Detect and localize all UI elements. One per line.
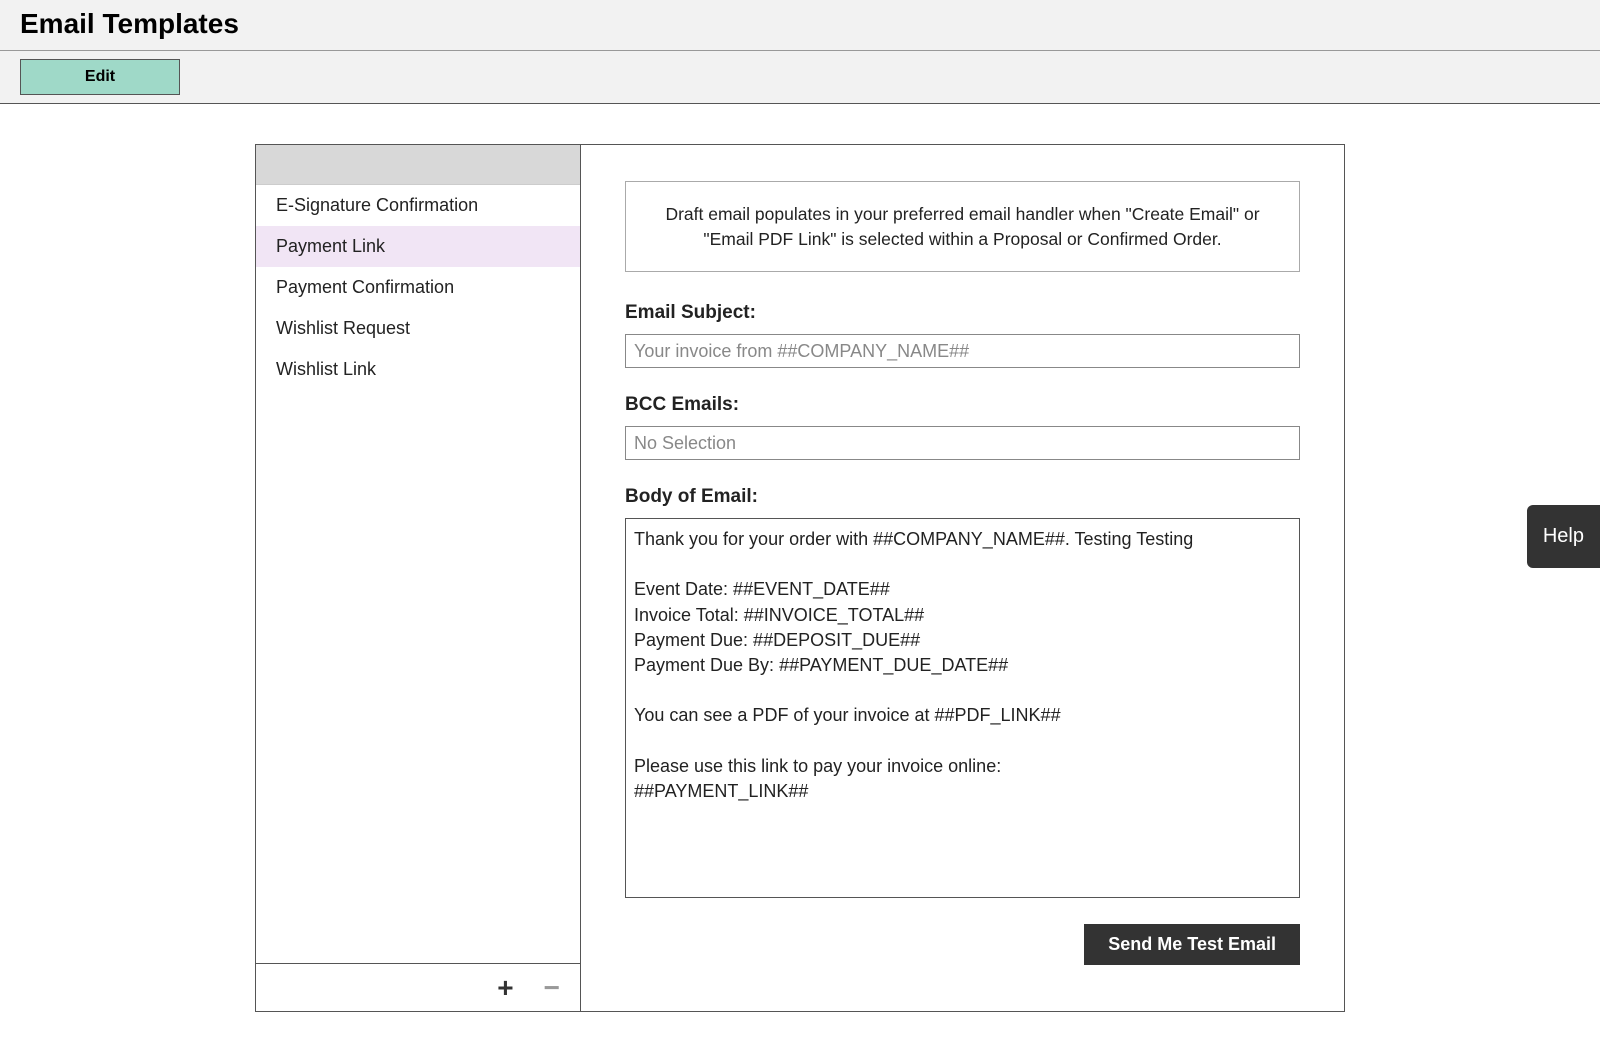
- main-area: E-Signature ConfirmationPayment LinkPaym…: [0, 104, 1600, 1012]
- send-row: Send Me Test Email: [625, 924, 1300, 965]
- subject-input[interactable]: [625, 334, 1300, 368]
- sidebar-footer: + −: [256, 963, 580, 1011]
- body-label: Body of Email:: [625, 486, 1300, 508]
- sidebar-item[interactable]: Wishlist Link: [256, 349, 580, 390]
- page-title: Email Templates: [20, 8, 1580, 40]
- edit-button[interactable]: Edit: [20, 59, 180, 95]
- sidebar-list: E-Signature ConfirmationPayment LinkPaym…: [256, 185, 580, 963]
- header: Email Templates: [0, 0, 1600, 51]
- info-box: Draft email populates in your preferred …: [625, 181, 1300, 272]
- sidebar-item[interactable]: Payment Confirmation: [256, 267, 580, 308]
- body-textarea[interactable]: [625, 518, 1300, 898]
- sidebar-item[interactable]: Payment Link: [256, 226, 580, 267]
- template-sidebar: E-Signature ConfirmationPayment LinkPaym…: [256, 145, 581, 1011]
- remove-template-icon[interactable]: −: [544, 974, 560, 1002]
- sidebar-header: [256, 145, 580, 185]
- form-content: Draft email populates in your preferred …: [581, 145, 1344, 1011]
- bcc-label: BCC Emails:: [625, 394, 1300, 416]
- send-test-button[interactable]: Send Me Test Email: [1084, 924, 1300, 965]
- subject-label: Email Subject:: [625, 302, 1300, 324]
- help-tab[interactable]: Help: [1527, 505, 1600, 568]
- sidebar-item[interactable]: Wishlist Request: [256, 308, 580, 349]
- sidebar-item[interactable]: E-Signature Confirmation: [256, 185, 580, 226]
- bcc-input[interactable]: [625, 426, 1300, 460]
- editor-panel: E-Signature ConfirmationPayment LinkPaym…: [255, 144, 1345, 1012]
- add-template-icon[interactable]: +: [497, 974, 513, 1002]
- toolbar: Edit: [0, 51, 1600, 104]
